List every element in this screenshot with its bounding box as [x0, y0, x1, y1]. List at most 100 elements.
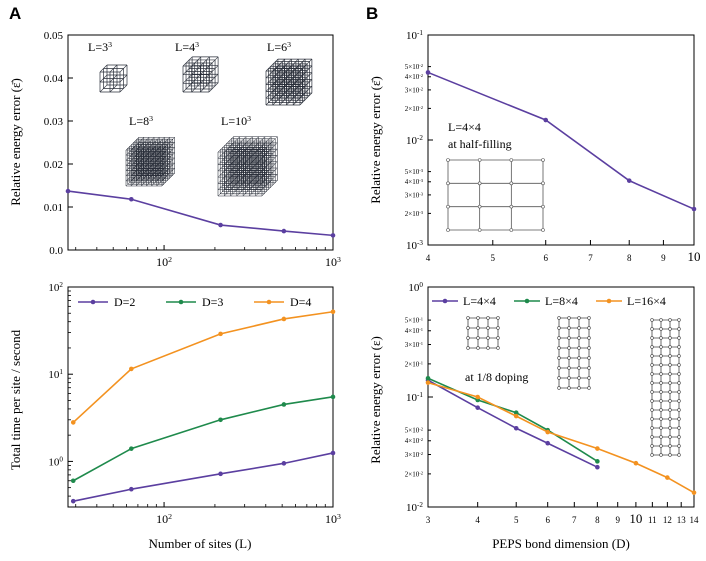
series-line [73, 452, 334, 502]
panel-label-b: B [366, 4, 378, 23]
x-axis-label-a: Number of sites (L) [149, 536, 252, 551]
data-point [691, 490, 697, 495]
x-tick-label: 8 [595, 515, 600, 525]
data-point [70, 498, 76, 504]
plot-frame [67, 286, 334, 508]
y-tick-label: 100 [48, 455, 63, 468]
data-point [129, 196, 134, 202]
legend-marker [524, 298, 530, 304]
data-point [545, 429, 550, 435]
series-line [427, 381, 695, 494]
legend-marker [178, 299, 184, 305]
legend-marker [606, 298, 612, 304]
lattice-inset [182, 56, 219, 93]
square-lattice-inset [446, 158, 545, 232]
y-tick-label: 4×10-2 [405, 437, 424, 446]
x-tick-label: 102 [156, 512, 172, 527]
inset-label: L=33 [88, 40, 112, 55]
data-point [129, 366, 134, 372]
x-tick-label: 11 [648, 515, 657, 525]
legend-label: L=16×4 [627, 294, 666, 308]
panel-label-a: A [9, 4, 21, 23]
legend-marker [442, 298, 448, 304]
x-tick-label: 10 [688, 249, 701, 264]
legend-label: D=2 [114, 295, 135, 309]
x-tick-label: 3 [426, 515, 431, 525]
y-tick-label: 5×10-1 [405, 316, 423, 325]
series-line [427, 71, 695, 210]
lattice-inset [125, 137, 175, 187]
data-point [543, 117, 549, 123]
inset-label: L=83 [129, 114, 153, 129]
y-tick-label: 0.0 [49, 245, 63, 257]
plot-frame [67, 34, 334, 251]
data-point [330, 450, 336, 456]
data-point [330, 309, 336, 315]
y-tick-label: 3×10-3 [405, 191, 424, 200]
y-tick-label: 3×10-2 [405, 86, 424, 95]
x-tick-label: 7 [588, 253, 593, 263]
lattice-inset [265, 58, 313, 106]
x-tick-label: 12 [663, 515, 672, 525]
x-tick-label: 14 [690, 515, 700, 525]
chart-b_top: 10-1 5×10-24×10-2 3×10-2 2×10-2 10-2 5×10-34×… [405, 29, 701, 264]
data-point [281, 402, 287, 407]
x-axis-label-b: PEPS bond dimension (D) [492, 536, 630, 551]
x-tick-label: 9 [615, 515, 620, 525]
data-point [218, 417, 223, 423]
y-tick-label: 102 [48, 281, 63, 294]
y-tick-label: 10-2 [406, 134, 423, 147]
y-axis-label-b-top: Relative energy error (ε̄) [368, 76, 383, 204]
x-tick-label: 4 [426, 253, 431, 263]
data-point [425, 375, 431, 381]
data-point [633, 460, 639, 466]
x-tick-label: 8 [627, 253, 632, 263]
inset-label: L=103 [221, 114, 251, 129]
y-tick-label: 3×10-1 [405, 340, 423, 349]
series-line [427, 379, 598, 468]
y-tick-label: 0.02 [44, 159, 63, 171]
series-line [67, 190, 334, 237]
y-tick-label: 10-1 [406, 391, 423, 404]
chart-b_bottom: 100 5×10-1 4×10-1 3×10-1 2×10-1 10-1 5×10-2 4×1… [405, 281, 699, 526]
y-tick-label: 0.04 [44, 73, 64, 85]
lattice-inset [99, 64, 128, 93]
data-point [691, 206, 697, 212]
y-tick-label: 4×10-3 [405, 178, 424, 187]
legend-label: L=4×4 [463, 294, 496, 308]
y-tick-label: 3×10-2 [405, 450, 424, 459]
x-tick-label: 5 [514, 515, 519, 525]
data-point [281, 228, 287, 234]
y-tick-label: 101 [48, 368, 63, 381]
x-tick-label: 6 [545, 515, 550, 525]
y-tick-label: 100 [408, 281, 423, 294]
data-point [513, 425, 519, 431]
y-tick-label: 2×10-3 [405, 209, 424, 218]
data-point [475, 394, 480, 400]
y-tick-label: 4×10-2 [405, 73, 424, 82]
y-tick-label: 5×10-2 [405, 426, 424, 435]
x-tick-label: 9 [661, 253, 666, 263]
y-tick-label: 0.01 [44, 202, 63, 214]
data-point [513, 413, 519, 419]
data-point [626, 178, 632, 183]
y-tick-label: 0.05 [44, 30, 64, 42]
y-axis-label-a-top: Relative energy error (ε̄) [8, 78, 23, 206]
inset-note: at 1/8 doping [465, 370, 528, 384]
data-point [129, 446, 134, 451]
lattice-8x4 [557, 316, 591, 390]
data-point [330, 394, 336, 400]
data-point [70, 420, 76, 425]
x-tick-label: 103 [325, 512, 341, 527]
legend-label: L=8×4 [545, 294, 578, 308]
data-point [129, 486, 134, 492]
y-tick-label: 10-1 [406, 29, 423, 42]
y-axis-label-b-bottom: Relative energy error (ε) [368, 336, 383, 464]
data-point [281, 461, 287, 466]
data-point [218, 222, 223, 228]
data-point [665, 475, 670, 480]
inset-subtitle: at half-filling [448, 137, 512, 151]
lattice-16x4 [650, 318, 681, 457]
y-axis-label-a-bottom: Total time per site / second [8, 329, 23, 470]
data-point [70, 478, 76, 484]
